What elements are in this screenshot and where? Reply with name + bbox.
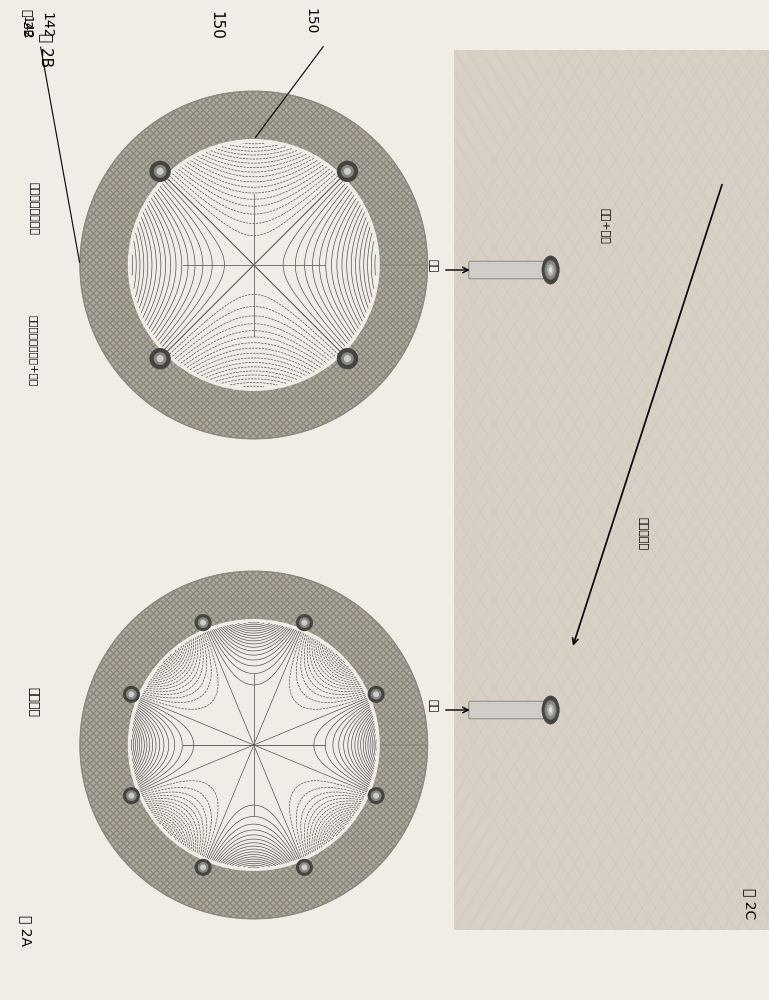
Circle shape xyxy=(345,169,350,174)
Circle shape xyxy=(547,704,554,716)
Circle shape xyxy=(548,266,553,274)
Circle shape xyxy=(195,860,211,875)
Circle shape xyxy=(371,791,381,800)
Circle shape xyxy=(155,166,166,177)
Circle shape xyxy=(544,260,557,280)
Circle shape xyxy=(338,349,358,369)
Circle shape xyxy=(158,356,163,361)
Circle shape xyxy=(542,256,559,284)
Text: 图 2C: 图 2C xyxy=(743,888,757,919)
Circle shape xyxy=(297,860,312,875)
FancyBboxPatch shape xyxy=(469,261,551,279)
Text: 142: 142 xyxy=(39,12,53,38)
Circle shape xyxy=(124,788,139,804)
Circle shape xyxy=(302,620,307,625)
Circle shape xyxy=(542,696,559,724)
Circle shape xyxy=(544,700,557,720)
FancyBboxPatch shape xyxy=(469,701,551,719)
Circle shape xyxy=(128,620,379,870)
Circle shape xyxy=(158,169,163,174)
Text: 图 2B: 图 2B xyxy=(38,33,54,67)
Circle shape xyxy=(368,686,384,702)
Text: 八极直流: 八极直流 xyxy=(27,687,39,717)
Text: 图 2A: 图 2A xyxy=(19,915,33,946)
Circle shape xyxy=(129,793,134,798)
Text: 电线上的圆筒直流+射频: 电线上的圆筒直流+射频 xyxy=(28,315,38,386)
Text: 150: 150 xyxy=(208,11,223,39)
Text: 图 2B: 图 2B xyxy=(20,9,33,37)
Circle shape xyxy=(198,863,208,872)
Circle shape xyxy=(300,618,309,627)
Circle shape xyxy=(195,615,211,630)
Circle shape xyxy=(341,166,353,177)
Circle shape xyxy=(341,353,353,364)
Circle shape xyxy=(547,264,554,276)
Circle shape xyxy=(374,692,378,697)
Polygon shape xyxy=(80,91,428,439)
Circle shape xyxy=(374,793,378,798)
Circle shape xyxy=(345,356,350,361)
Circle shape xyxy=(127,690,136,699)
Circle shape xyxy=(128,140,379,390)
Circle shape xyxy=(297,615,312,630)
Text: 电势最小值: 电势最小值 xyxy=(637,517,647,551)
Text: 150: 150 xyxy=(304,8,318,34)
Text: 直流+频势: 直流+频势 xyxy=(599,208,610,244)
Polygon shape xyxy=(80,91,428,439)
Circle shape xyxy=(201,620,205,625)
Circle shape xyxy=(201,865,205,870)
Text: 电线: 电线 xyxy=(428,259,438,272)
Circle shape xyxy=(371,690,381,699)
Circle shape xyxy=(129,692,134,697)
Circle shape xyxy=(127,791,136,800)
Polygon shape xyxy=(80,571,428,919)
Circle shape xyxy=(150,161,170,181)
Circle shape xyxy=(198,618,208,627)
Circle shape xyxy=(155,353,166,364)
Polygon shape xyxy=(80,571,428,919)
Circle shape xyxy=(150,349,170,369)
Circle shape xyxy=(302,865,307,870)
Circle shape xyxy=(548,706,553,714)
Circle shape xyxy=(368,788,384,804)
Circle shape xyxy=(124,686,139,702)
Text: 电线上的四极射频: 电线上的四极射频 xyxy=(28,182,38,235)
Text: 电线: 电线 xyxy=(428,699,438,712)
Text: 142: 142 xyxy=(19,16,32,40)
Circle shape xyxy=(300,863,309,872)
Circle shape xyxy=(338,161,358,181)
